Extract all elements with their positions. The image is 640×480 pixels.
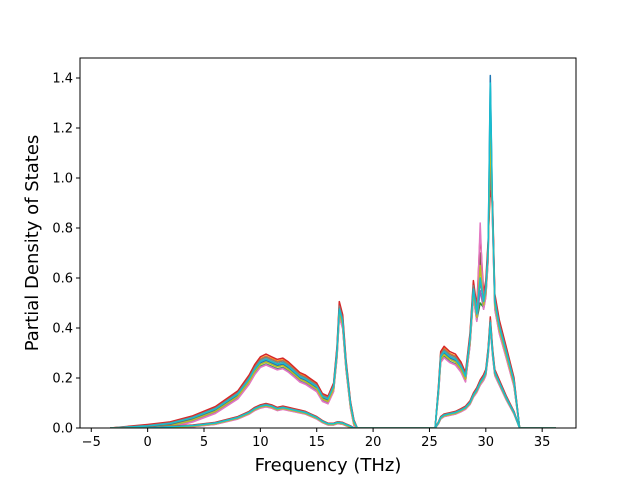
y-axis-label: Partial Density of States xyxy=(22,135,43,352)
axes-frame xyxy=(79,57,577,429)
x-axis-label: Frequency (THz) xyxy=(255,455,402,476)
series-layer xyxy=(110,74,556,428)
y-tick-label: 1.0 xyxy=(52,172,73,187)
x-tick-label: 35 xyxy=(534,435,551,450)
x-tick-label: 30 xyxy=(478,435,495,450)
y-tick-label: 0.6 xyxy=(52,272,73,287)
x-tick-label: 15 xyxy=(308,435,325,450)
x-tick-label: 25 xyxy=(421,435,438,450)
pdos-series-lower-10 xyxy=(110,321,556,428)
x-axis-ticks: −5 0 5 10 15 20 25 30 35 xyxy=(82,428,551,450)
x-tick-label: −5 xyxy=(82,435,101,450)
x-tick-label: 20 xyxy=(365,435,382,450)
x-tick-label: 0 xyxy=(143,435,151,450)
y-tick-label: 1.4 xyxy=(52,72,73,87)
y-tick-label: 1.2 xyxy=(52,122,73,137)
pdos-series-upper-10 xyxy=(110,82,556,428)
y-tick-label: 0.2 xyxy=(52,372,73,387)
x-tick-label: 5 xyxy=(200,435,208,450)
y-tick-label: 0.4 xyxy=(52,322,73,337)
x-tick-label: 10 xyxy=(252,435,269,450)
y-tick-label: 0.0 xyxy=(52,422,73,437)
y-axis-ticks: 0.0 0.2 0.4 0.6 0.8 1.0 1.2 1.4 xyxy=(52,72,80,437)
y-tick-label: 0.8 xyxy=(52,222,73,237)
